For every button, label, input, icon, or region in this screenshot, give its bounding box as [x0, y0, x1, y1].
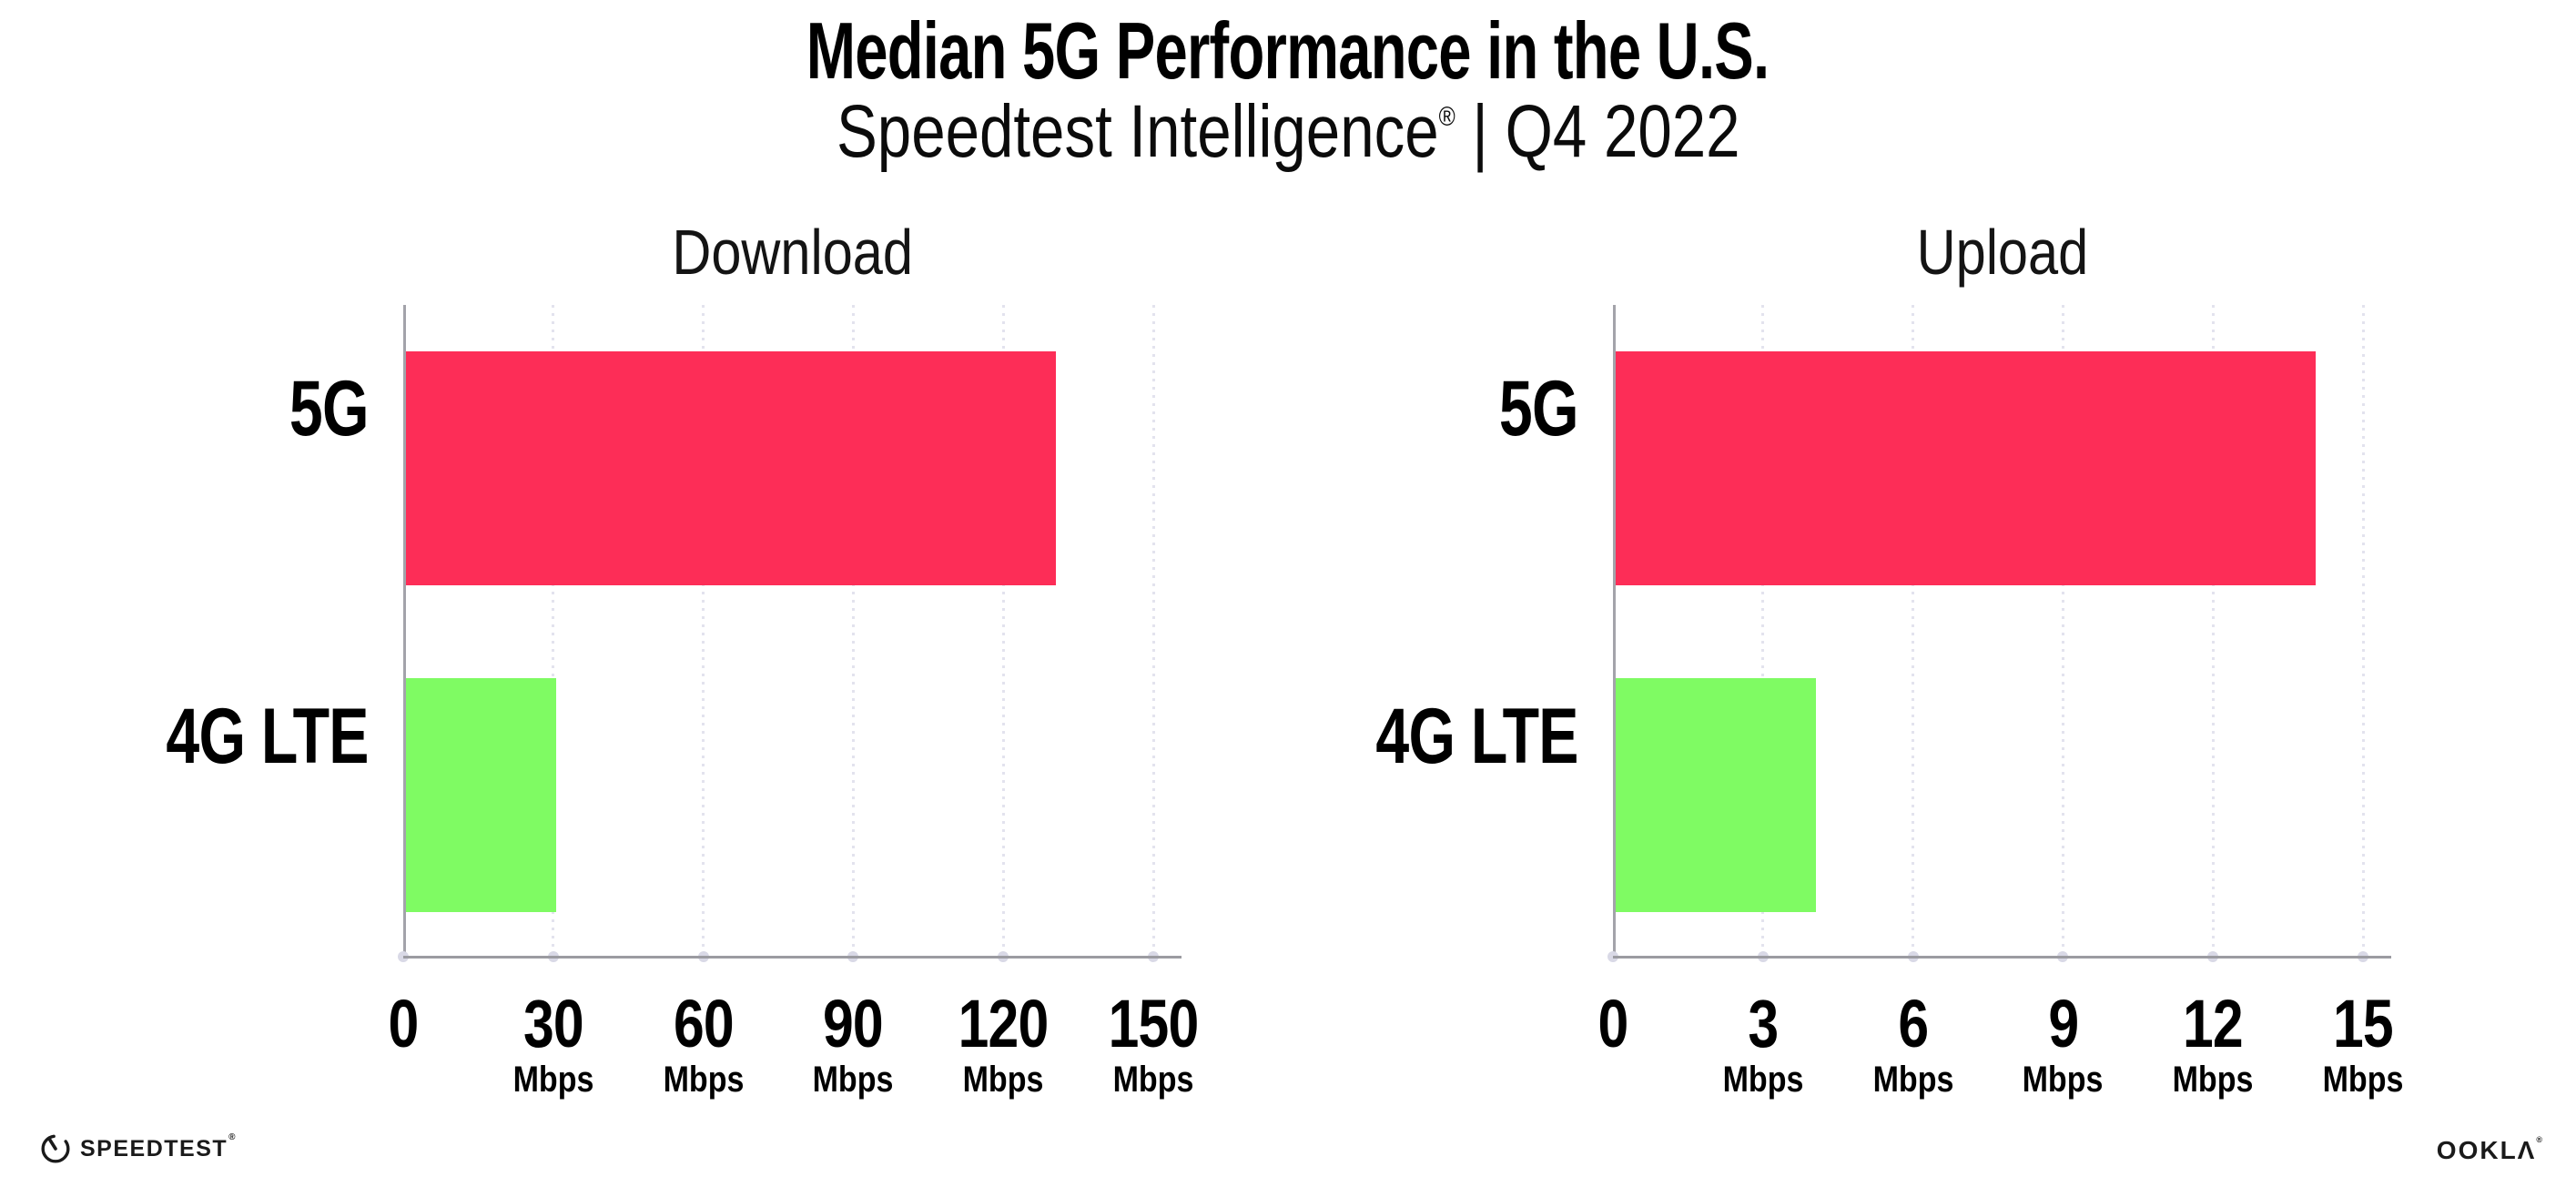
category-label-5g: 5G	[289, 365, 370, 452]
gridline	[2061, 305, 2064, 956]
tick-value: 12	[2183, 986, 2244, 1061]
speedtest-wordmark: SPEEDTEST	[80, 1135, 228, 1161]
gridline	[1912, 305, 1915, 956]
speedtest-logo-text: SPEEDTEST®	[80, 1132, 237, 1162]
tick-value: 60	[673, 986, 735, 1061]
tick-value: 6	[1898, 986, 1929, 1061]
tick-unit: Mbps	[2023, 1060, 2104, 1100]
upload-chart: Upload 0 3 Mbps 6 Mbps 9 Mbps 12 Mbps 15 Mbps 5G 4G…	[1294, 209, 2441, 1174]
x-axis-line	[1613, 956, 2391, 959]
tick-value: 3	[1748, 986, 1779, 1061]
upload-chart-title: Upload	[1613, 220, 2391, 284]
download-chart: Download 0 30 Mbps 60 Mbps 90 Mbps 120 Mbps 150 Mb…	[85, 209, 1232, 1174]
tick-value: 120	[958, 986, 1050, 1061]
gridline	[552, 305, 555, 956]
tick-unit: Mbps	[512, 1060, 594, 1100]
registered-mark-icon: ®	[1438, 101, 1455, 132]
gridline	[1151, 305, 1155, 956]
tick-value: 150	[1108, 986, 1200, 1061]
x-axis-line	[403, 956, 1182, 959]
tick-unit: Mbps	[962, 1060, 1044, 1100]
gridline	[1001, 305, 1005, 956]
download-chart-title-text: Download	[672, 217, 913, 288]
bar-4g-lte	[406, 678, 556, 912]
plot-area: 0 3 Mbps 6 Mbps 9 Mbps 12 Mbps 15 Mbps	[1598, 305, 2403, 1098]
plot-area: 0 30 Mbps 60 Mbps 90 Mbps 120 Mbps 150 Mbps	[389, 305, 1199, 1098]
speedtest-gauge-icon	[41, 1134, 70, 1163]
category-label-5g: 5G	[1499, 365, 1579, 452]
tick-value: 15	[2333, 986, 2394, 1061]
page-subtitle: Speedtest Intelligence® | Q4 2022	[0, 95, 2576, 169]
page-title-text: Median 5G Performance in the U.S.	[806, 5, 1770, 96]
bar-5g	[1616, 351, 2317, 585]
ookla-logo-text: OOKLΛ®	[2436, 1134, 2544, 1164]
tick-value: 9	[2047, 986, 2079, 1061]
tick-unit: Mbps	[1872, 1060, 1953, 1100]
bar-5g	[406, 351, 1057, 585]
gridline	[1761, 305, 1765, 956]
category-label-4g-lte: 4G LTE	[1375, 693, 1579, 780]
tick-unit: Mbps	[1112, 1060, 1194, 1100]
speedtest-logo: SPEEDTEST®	[40, 1129, 237, 1169]
gridline	[2211, 305, 2215, 956]
tick-unit: Mbps	[1722, 1060, 1804, 1100]
tick-value: 0	[388, 986, 420, 1061]
subtitle-period: | Q4 2022	[1455, 90, 1740, 173]
y-axis-line	[403, 305, 406, 959]
gridline	[851, 305, 855, 956]
page-subtitle-text: Speedtest Intelligence® | Q4 2022	[837, 95, 1740, 169]
gridline	[2361, 305, 2365, 956]
tick-unit: Mbps	[2172, 1060, 2254, 1100]
tick-unit: Mbps	[663, 1060, 744, 1100]
category-label-4g-lte: 4G LTE	[166, 693, 370, 780]
subtitle-brand: Speedtest Intelligence	[836, 90, 1439, 173]
tick-value: 0	[1597, 986, 1629, 1061]
registered-mark-icon: ®	[228, 1132, 238, 1143]
ookla-logo: OOKLΛ®	[2436, 1134, 2544, 1165]
tick-value: 90	[823, 986, 884, 1061]
gridline	[702, 305, 705, 956]
ookla-wordmark: OOKLΛ	[2436, 1136, 2537, 1164]
page-title: Median 5G Performance in the U.S.	[0, 11, 2576, 91]
registered-mark-icon: ®	[2536, 1134, 2544, 1144]
upload-chart-title-text: Upload	[1916, 217, 2088, 288]
tick-unit: Mbps	[2322, 1060, 2404, 1100]
tick-unit: Mbps	[813, 1060, 894, 1100]
bar-4g-lte	[1616, 678, 1816, 912]
y-axis-line	[1613, 305, 1616, 959]
tick-value: 30	[522, 986, 584, 1061]
download-chart-title: Download	[403, 220, 1182, 284]
